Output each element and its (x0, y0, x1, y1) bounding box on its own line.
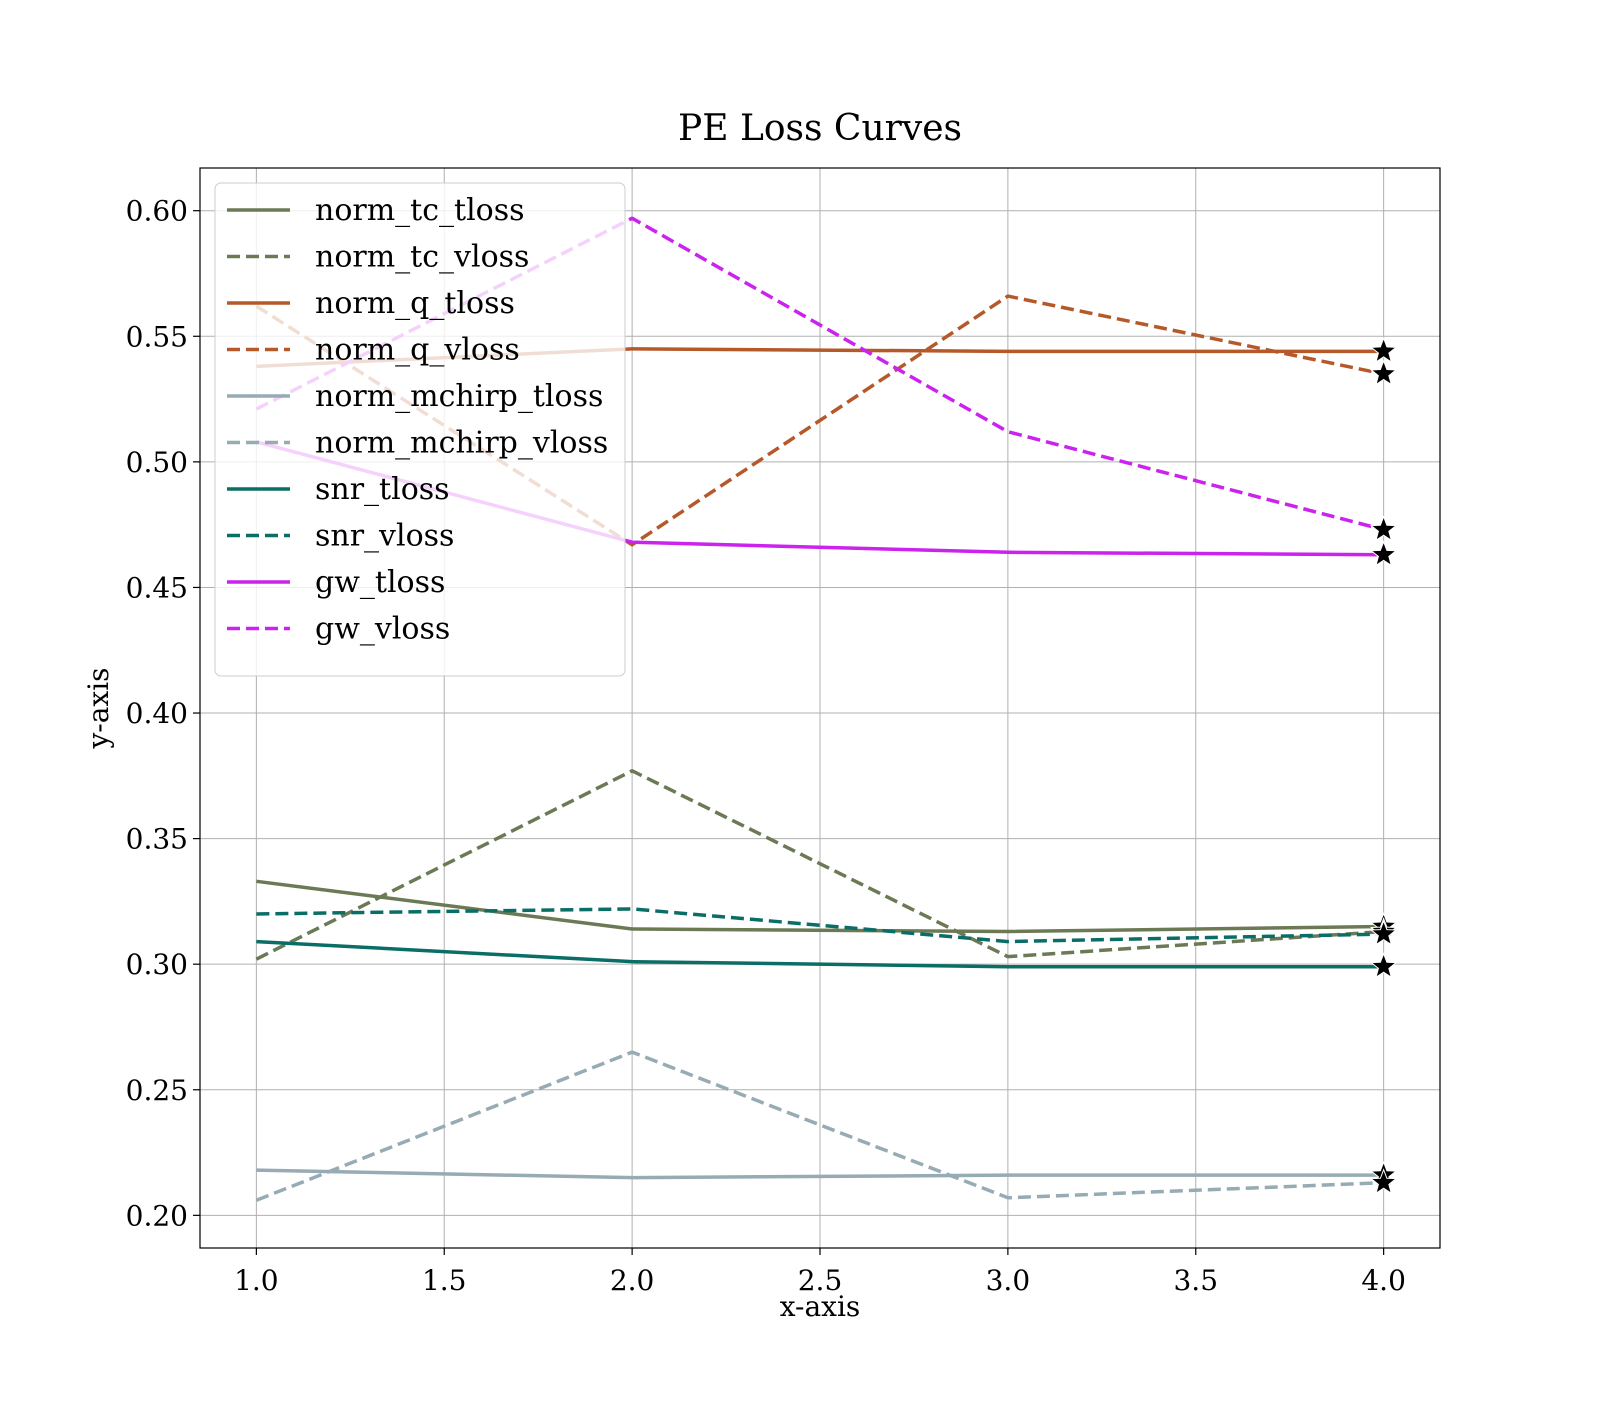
y-tick-label: 0.30 (126, 948, 188, 981)
y-tick-label: 0.45 (126, 571, 188, 604)
final-star-marker (1369, 919, 1398, 946)
chart-title: PE Loss Curves (678, 108, 962, 149)
y-tick-label: 0.40 (126, 697, 188, 730)
legend-label: norm_tc_tloss (315, 193, 525, 228)
final-star-marker (1369, 359, 1398, 386)
final-markers (1369, 336, 1398, 1195)
y-axis-label: y-axis (82, 667, 115, 749)
x-tick-label: 1.0 (234, 1264, 279, 1297)
legend-label: norm_tc_vloss (315, 240, 529, 275)
x-tick-label: 3.5 (1173, 1264, 1218, 1297)
x-tick-label: 2.0 (610, 1264, 655, 1297)
legend: norm_tc_tloss norm_tc_vloss norm_q_tlossno… (214, 182, 626, 677)
legend-label: norm_q_vloss (315, 333, 520, 368)
legend-label: norm_q_tloss (315, 286, 515, 321)
final-star-marker (1369, 515, 1398, 542)
y-axis-ticks: 0.20 0.25 0.30 0.35 0.40 0.45 0.50 0.55 0.60 (126, 195, 200, 1232)
series-line-norm-q-vloss (255, 294, 1384, 547)
x-tick-label: 3.0 (986, 1264, 1031, 1297)
y-tick-label: 0.60 (126, 195, 188, 228)
series-line-norm-mchirp-vloss (255, 1050, 1384, 1202)
series-line-snr-tloss (256, 939, 1384, 969)
y-tick-label: 0.35 (126, 823, 188, 856)
legend-label: snr_vloss (315, 519, 454, 554)
final-star-marker (1369, 540, 1398, 567)
series-line-norm-mchirp-tloss (256, 1168, 1384, 1180)
legend-label: gw_tloss (315, 565, 445, 600)
final-star-marker (1369, 952, 1398, 979)
y-tick-label: 0.50 (126, 446, 188, 479)
series-line-norm-tc-vloss (255, 769, 1384, 961)
final-star-marker (1369, 336, 1398, 364)
series-line-snr-vloss (256, 907, 1384, 944)
legend-label: gw_vloss (315, 612, 450, 647)
x-tick-label: 1.5 (422, 1264, 467, 1297)
grid (200, 168, 1440, 1248)
legend-label: snr_tloss (315, 472, 450, 507)
final-star-marker (1369, 1168, 1398, 1195)
y-tick-label: 0.55 (126, 320, 188, 353)
legend-box (214, 182, 626, 677)
x-axis-label: x-axis (780, 1290, 861, 1323)
legend-label: norm_mchirp_tloss (315, 379, 603, 414)
y-tick-label: 0.20 (126, 1199, 188, 1232)
x-tick-label: 2.5 (798, 1264, 843, 1297)
x-tick-label: 4.0 (1361, 1264, 1406, 1297)
x-axis-ticks: 1.0 1.5 2.0 2.5 3.0 3.5 4.0 (234, 1248, 1406, 1297)
series-line-norm-tc-tloss (256, 879, 1384, 934)
y-tick-label: 0.25 (126, 1074, 188, 1107)
legend-label: norm_mchirp_vloss (315, 426, 608, 461)
